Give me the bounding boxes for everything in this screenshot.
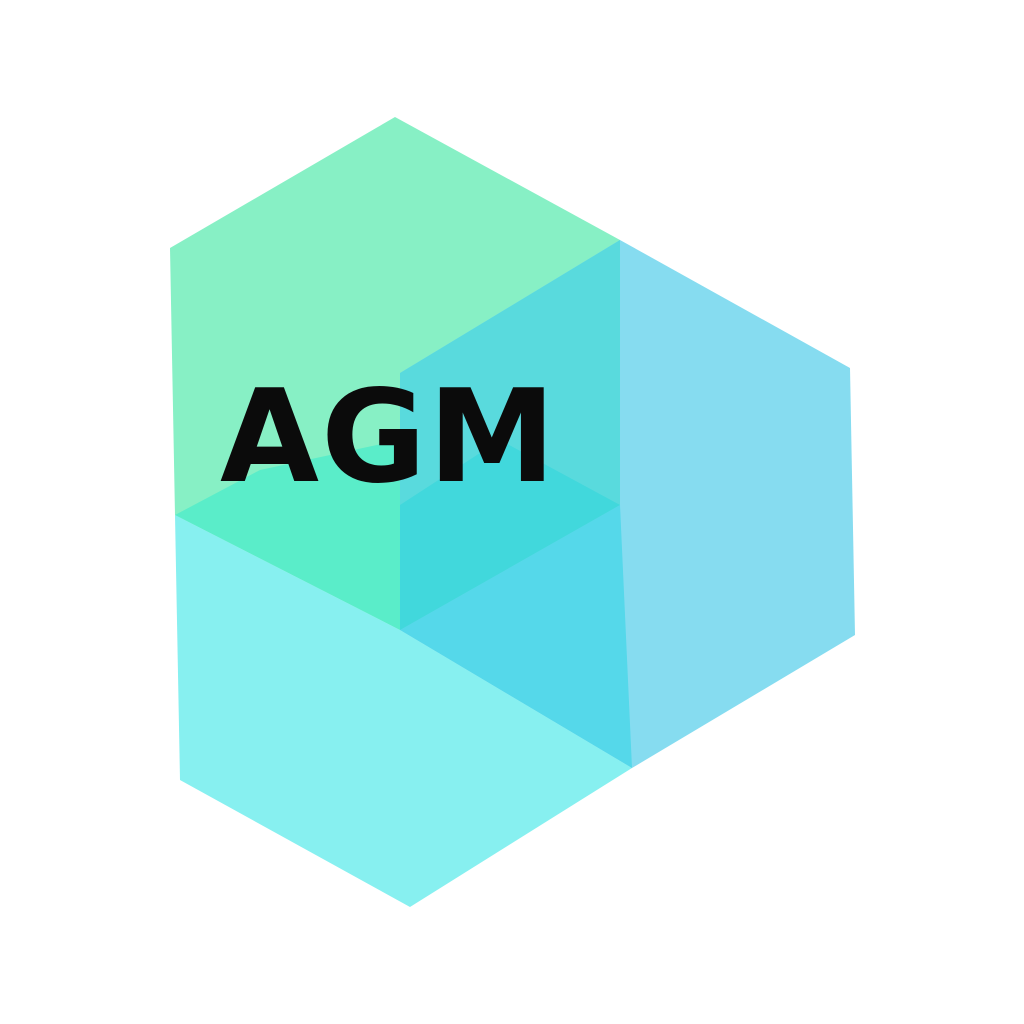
cyan-hexagon — [175, 515, 632, 907]
blue-cyan-overlap — [400, 505, 632, 768]
triple-overlap — [400, 440, 620, 630]
brand-text: AGM — [220, 363, 558, 512]
green-cyan-overlap — [175, 440, 400, 630]
